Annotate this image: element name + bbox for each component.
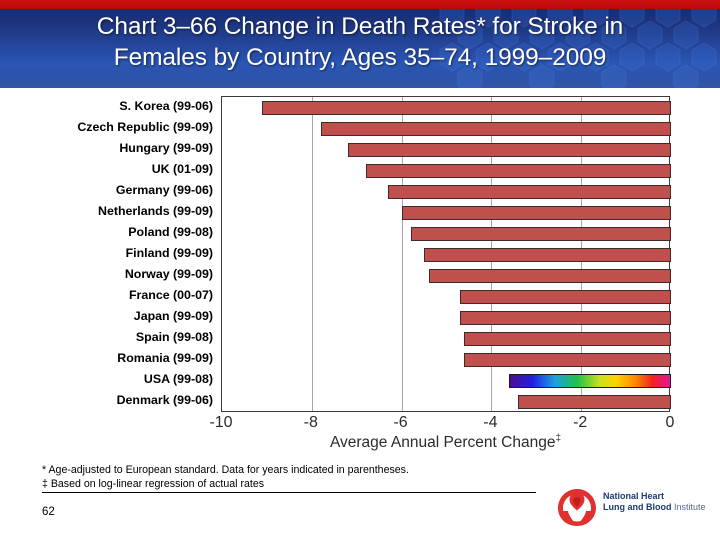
logo-line-2: Lung and Blood Institute <box>603 502 707 513</box>
page-title-line1: Chart 3–66 Change in Death Rates* for St… <box>96 13 624 40</box>
chart-bar <box>464 332 671 347</box>
chart-plot-area <box>221 96 671 412</box>
chart-y-axis-labels: S. Korea (99-06) Czech Republic (99-09) Hu… <box>0 96 213 412</box>
header-red-strip <box>0 0 720 9</box>
nhlbi-heart-swirl-icon <box>558 489 596 526</box>
chart-y-axis-label: Romania (99-09) <box>117 351 213 366</box>
logo-line-1: National Heart <box>603 491 665 501</box>
chart-bar <box>464 353 671 368</box>
chart-x-axis-ticks: -10 -8 -6 -4 -2 0 <box>209 414 674 434</box>
chart-x-tick-label: -2 <box>573 414 588 431</box>
chart-y-axis-label: S. Korea (99-06) <box>119 98 213 113</box>
nhlbi-logo-text: National Heart Lung and Blood Institute <box>603 491 707 512</box>
chart-bar <box>428 269 671 284</box>
chart-y-axis-label: Netherlands (99-09) <box>98 203 213 218</box>
chart-x-tick-label: -10 <box>209 414 233 431</box>
chart-bar <box>401 205 671 220</box>
chart-gridline <box>401 97 403 411</box>
chart-bar <box>509 374 671 389</box>
chart-y-axis-label: USA (99-08) <box>143 372 213 387</box>
chart-y-axis-label: UK (01-09) <box>151 161 213 176</box>
chart-y-axis-label: Denmark (99-06) <box>116 393 213 408</box>
footnote-divider <box>42 492 536 493</box>
logo-line-2-bold: Lung and Blood <box>603 501 674 512</box>
chart-x-tick-label: -8 <box>303 414 318 431</box>
chart-y-axis-label: Hungary (99-09) <box>119 140 213 155</box>
nhlbi-logo: National Heart Lung and Blood Institute <box>555 487 707 529</box>
chart-bar <box>347 142 671 157</box>
slide-number: 62 <box>42 506 55 518</box>
chart-container: S. Korea (99-06) Czech Republic (99-09) Hu… <box>0 88 720 456</box>
chart-gridline <box>311 97 313 411</box>
chart-x-tick-label: -6 <box>393 414 408 431</box>
chart-y-axis-label: Finland (99-09) <box>125 246 213 260</box>
chart-x-axis-title: Average Annual Percent Change‡ <box>329 433 562 452</box>
page-title-line2: Females by Country, Ages 35–74, 1999–200… <box>113 44 607 71</box>
chart-y-axis-label: Czech Republic (99-09) <box>77 119 213 134</box>
chart-bar <box>262 100 671 115</box>
chart-y-axis-label: France (00-07) <box>128 288 213 303</box>
chart-bar <box>459 290 671 305</box>
slide-header-banner: Chart 3–66 Change in Death Rates* for St… <box>0 0 720 88</box>
chart-y-axis-label: Norway (99-09) <box>124 267 213 282</box>
chart-x-tick-label: -4 <box>483 414 498 431</box>
chart-bar <box>365 163 671 178</box>
footnote-regression: ‡ Based on log-linear regression of actu… <box>42 478 265 490</box>
chart-y-axis-label: Germany (99-06) <box>115 182 213 197</box>
logo-line-2-light: Institute <box>674 501 706 512</box>
chart-y-axis-label: Poland (99-08) <box>128 224 213 239</box>
chart-bar <box>424 248 671 262</box>
footnotes: * Age-adjusted to European standard. Dat… <box>42 463 542 491</box>
footnote-age-adjusted: * Age-adjusted to European standard. Dat… <box>42 464 409 476</box>
chart-bar <box>320 121 671 136</box>
double-dagger-footnote-marker: ‡ <box>555 433 562 444</box>
chart-y-axis-label: Spain (99-08) <box>135 330 213 345</box>
header-sheen-overlay <box>0 62 720 88</box>
chart-bar <box>410 226 671 241</box>
chart-x-tick-label: 0 <box>665 414 675 431</box>
page-title: Chart 3–66 Change in Death Rates* for St… <box>0 11 720 73</box>
chart-bar <box>459 311 671 326</box>
chart-y-axis-label: Japan (99-09) <box>133 309 213 324</box>
chart-bar <box>518 395 671 410</box>
chart-bar <box>388 184 671 199</box>
